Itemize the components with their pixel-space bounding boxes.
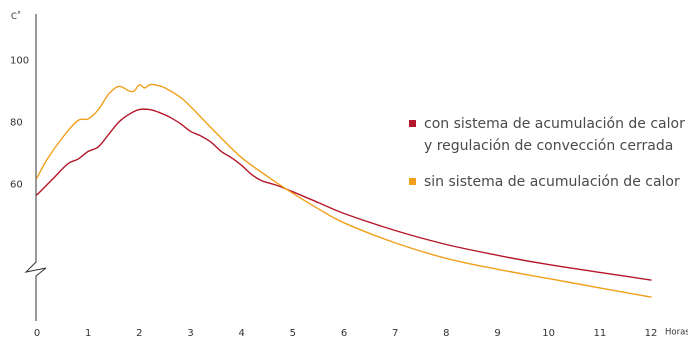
legend: con sistema de acumulación de calor y reg…	[409, 116, 685, 190]
legend-label: con sistema de acumulación de calor	[424, 116, 685, 132]
x-tick-label: 6	[341, 328, 347, 337]
y-tick-label: 100	[10, 56, 29, 67]
y-tick-label: 80	[10, 118, 23, 129]
x-tick-label: 10	[542, 328, 555, 337]
legend-label: sin sistema de acumulación de calor	[424, 174, 680, 190]
x-axis-unit-label: Horas	[665, 328, 688, 337]
legend-swatch	[409, 178, 416, 185]
y-axis-unit-label: C˚	[11, 11, 21, 22]
x-tick-label: 8	[443, 328, 449, 337]
legend-swatch	[409, 120, 416, 127]
x-tick-label: 1	[85, 328, 91, 337]
x-ticks: 0 1 2 3 4 5 6 7 8 9 10 11 12	[34, 328, 658, 337]
x-tick-label: 0	[34, 328, 40, 337]
x-tick-label: 4	[238, 328, 244, 337]
x-tick-label: 5	[290, 328, 296, 337]
y-axis-line	[24, 14, 47, 321]
x-tick-label: 3	[187, 328, 193, 337]
x-tick-label: 9	[494, 328, 500, 337]
series-line-con-sistema	[36, 108, 652, 281]
x-tick-label: 7	[392, 328, 398, 337]
series-lines	[36, 83, 652, 298]
y-ticks: 100 80 60	[10, 56, 29, 191]
x-tick-label: 11	[593, 328, 606, 337]
x-tick-label: 12	[645, 328, 658, 337]
y-tick-label: 60	[10, 180, 23, 191]
series-line-sin-sistema	[36, 83, 652, 298]
legend-label: y regulación de convección cerrada	[424, 138, 673, 154]
x-tick-label: 2	[136, 328, 142, 337]
